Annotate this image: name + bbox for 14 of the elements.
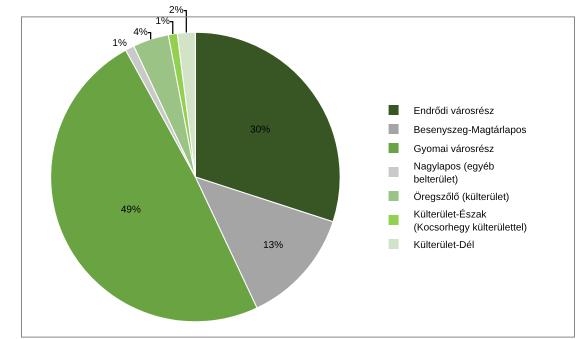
legend-label: Gyomai városrész <box>414 144 494 155</box>
legend-label: Öregszőlő (külterület) <box>414 190 510 203</box>
data-label: 30% <box>250 124 270 136</box>
legend-label: Külterület-Dél <box>414 240 474 251</box>
data-label: 4% <box>133 27 148 38</box>
legend-label: Külterület-Észak (Kocsorhegy külterülettel) <box>414 208 527 234</box>
legend-label: Endrődi városrész <box>414 106 494 117</box>
legend-label: Besenyszeg-Magtárlapos <box>414 124 526 136</box>
legend-label: Nagylapos (egyéb belterület) <box>414 161 495 186</box>
data-label: 13% <box>263 240 284 252</box>
data-label: 2% <box>169 5 184 16</box>
data-label: 1% <box>112 38 127 50</box>
data-label: 1% <box>155 16 170 28</box>
data-label: 49% <box>120 204 141 216</box>
